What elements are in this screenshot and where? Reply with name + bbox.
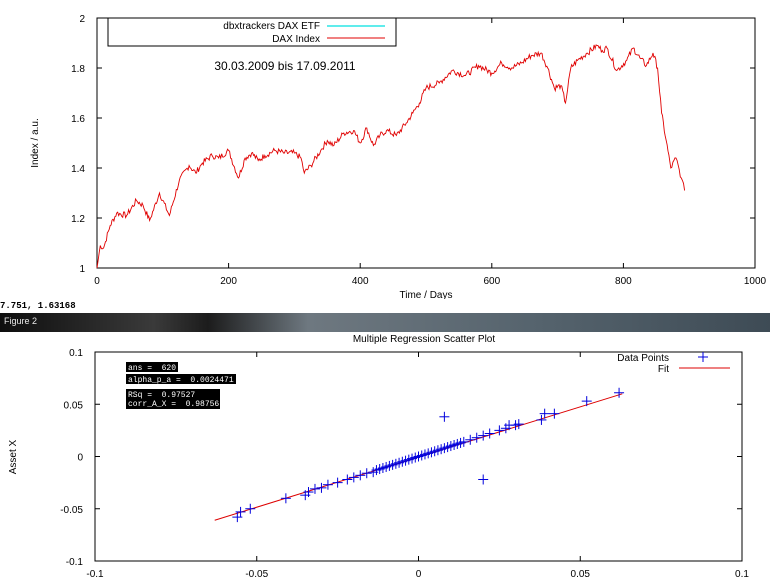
data-point: [348, 472, 359, 483]
top-legend-box: [107, 17, 397, 47]
bottom-series-marks: [214, 387, 625, 523]
status-bar: 7.751, 1.63168: [0, 299, 770, 313]
data-point: [439, 411, 450, 422]
top-y-axis-label: Index / a.u.: [30, 118, 41, 167]
stats-line: corr_A_X = 0.98756: [128, 400, 219, 409]
bottom-y-tick-label: -0.05: [60, 505, 83, 516]
data-point: [361, 468, 372, 479]
cursor-coordinates: 7.751, 1.63168: [0, 301, 76, 311]
top-series-lines: [96, 44, 686, 269]
data-point: [478, 474, 489, 485]
bottom-x-tick-label: 0.1: [735, 569, 749, 580]
bottom-x-tick-label: 0.05: [571, 569, 591, 580]
top-annotation: 30.03.2009 bis 17.09.2011: [214, 59, 356, 73]
bottom-y-axis-label: Asset X: [8, 439, 19, 474]
top-legend: dbxtrackers DAX ETF DAX Index: [107, 17, 397, 47]
data-point: [245, 503, 256, 514]
stats-bg-2: [126, 374, 236, 384]
top-legend-label-dax: DAX Index: [272, 34, 320, 45]
data-point: [309, 483, 320, 494]
top-x-tick-label: 600: [483, 276, 500, 287]
top-y-tick-label: 1.6: [71, 114, 85, 125]
stats-line: RSq = 0.97527: [128, 391, 195, 400]
top-x-tick-label: 800: [615, 276, 632, 287]
stats-line: alpha_p_a = 0.0024471: [128, 376, 234, 385]
bottom-chart-title: Multiple Regression Scatter Plot: [353, 334, 496, 345]
data-point: [478, 430, 489, 441]
top-y-tick-label: 2: [79, 14, 85, 25]
data-point: [232, 512, 243, 523]
data-point: [513, 419, 524, 430]
data-point: [494, 425, 505, 436]
bottom-legend-label-points: Data Points: [617, 353, 669, 364]
bottom-y-tick-label: -0.1: [66, 557, 84, 568]
data-point: [458, 436, 469, 447]
bottom-y-tick-label: 0.05: [64, 400, 84, 411]
top-line-chart: 0 200 400 600 800 1000 1 1.2 1.4 1.6 1.8 2 30.03.20…: [30, 14, 767, 299]
stats-bg-1: [126, 362, 178, 372]
data-point: [539, 408, 550, 419]
stats-box: ans = 620 alpha_p_a = 0.0024471 RSq = 0.…: [126, 362, 236, 409]
data-point: [280, 493, 291, 504]
figure-window-title-bar[interactable]: Figure 2: [0, 313, 770, 332]
top-x-tick-label: 0: [94, 276, 100, 287]
data-point: [235, 506, 246, 517]
top-y-tick-label: 1: [79, 264, 85, 275]
top-x-axis-label: Time / Days: [400, 290, 453, 299]
top-x-tick-label: 200: [220, 276, 237, 287]
top-y-tick-label: 1.4: [71, 164, 85, 175]
data-point: [484, 428, 495, 439]
data-point: [465, 434, 476, 445]
data-point: [536, 414, 547, 425]
top-plot-frame: [96, 17, 756, 269]
stats-bg-3: [126, 389, 220, 409]
data-point: [581, 396, 592, 407]
bottom-scatter-chart: Multiple Regression Scatter Plot -0.1 -0.…: [8, 334, 749, 580]
bottom-legend: Data Points Fit: [617, 352, 730, 375]
window-title: Figure 2: [4, 316, 38, 326]
top-legend-label-etf: dbxtrackers DAX ETF: [223, 21, 320, 32]
top-axis-ticks: 0 200 400 600 800 1000 1 1.2 1.4 1.6 1.8 2: [71, 14, 766, 287]
data-point: [471, 432, 482, 443]
data-point: [355, 470, 366, 481]
bottom-x-tick-label: -0.05: [245, 569, 268, 580]
data-point: [549, 408, 560, 419]
bottom-x-tick-label: 0: [416, 569, 422, 580]
data-point: [342, 474, 353, 485]
top-x-tick-label: 400: [352, 276, 369, 287]
bottom-legend-swatch-points: [698, 352, 708, 362]
top-y-tick-label: 1.2: [71, 214, 85, 225]
bottom-y-tick-label: 0: [77, 453, 83, 464]
top-x-tick-label: 1000: [744, 276, 767, 287]
bottom-axis-ticks: -0.1 -0.05 0 0.05 0.1 -0.1 -0.05 0 0.05 0.1: [60, 348, 749, 580]
bottom-y-tick-label: 0.1: [69, 348, 83, 359]
data-point: [614, 387, 625, 398]
data-point: [332, 477, 343, 488]
data-point: [303, 487, 314, 498]
data-point: [316, 482, 327, 493]
bottom-x-tick-label: -0.1: [86, 569, 104, 580]
dax-index-line: [96, 44, 686, 269]
stats-line: ans = 620: [128, 364, 176, 373]
top-y-tick-label: 1.8: [71, 64, 85, 75]
data-point: [322, 479, 333, 490]
bottom-legend-label-fit: Fit: [658, 364, 669, 375]
